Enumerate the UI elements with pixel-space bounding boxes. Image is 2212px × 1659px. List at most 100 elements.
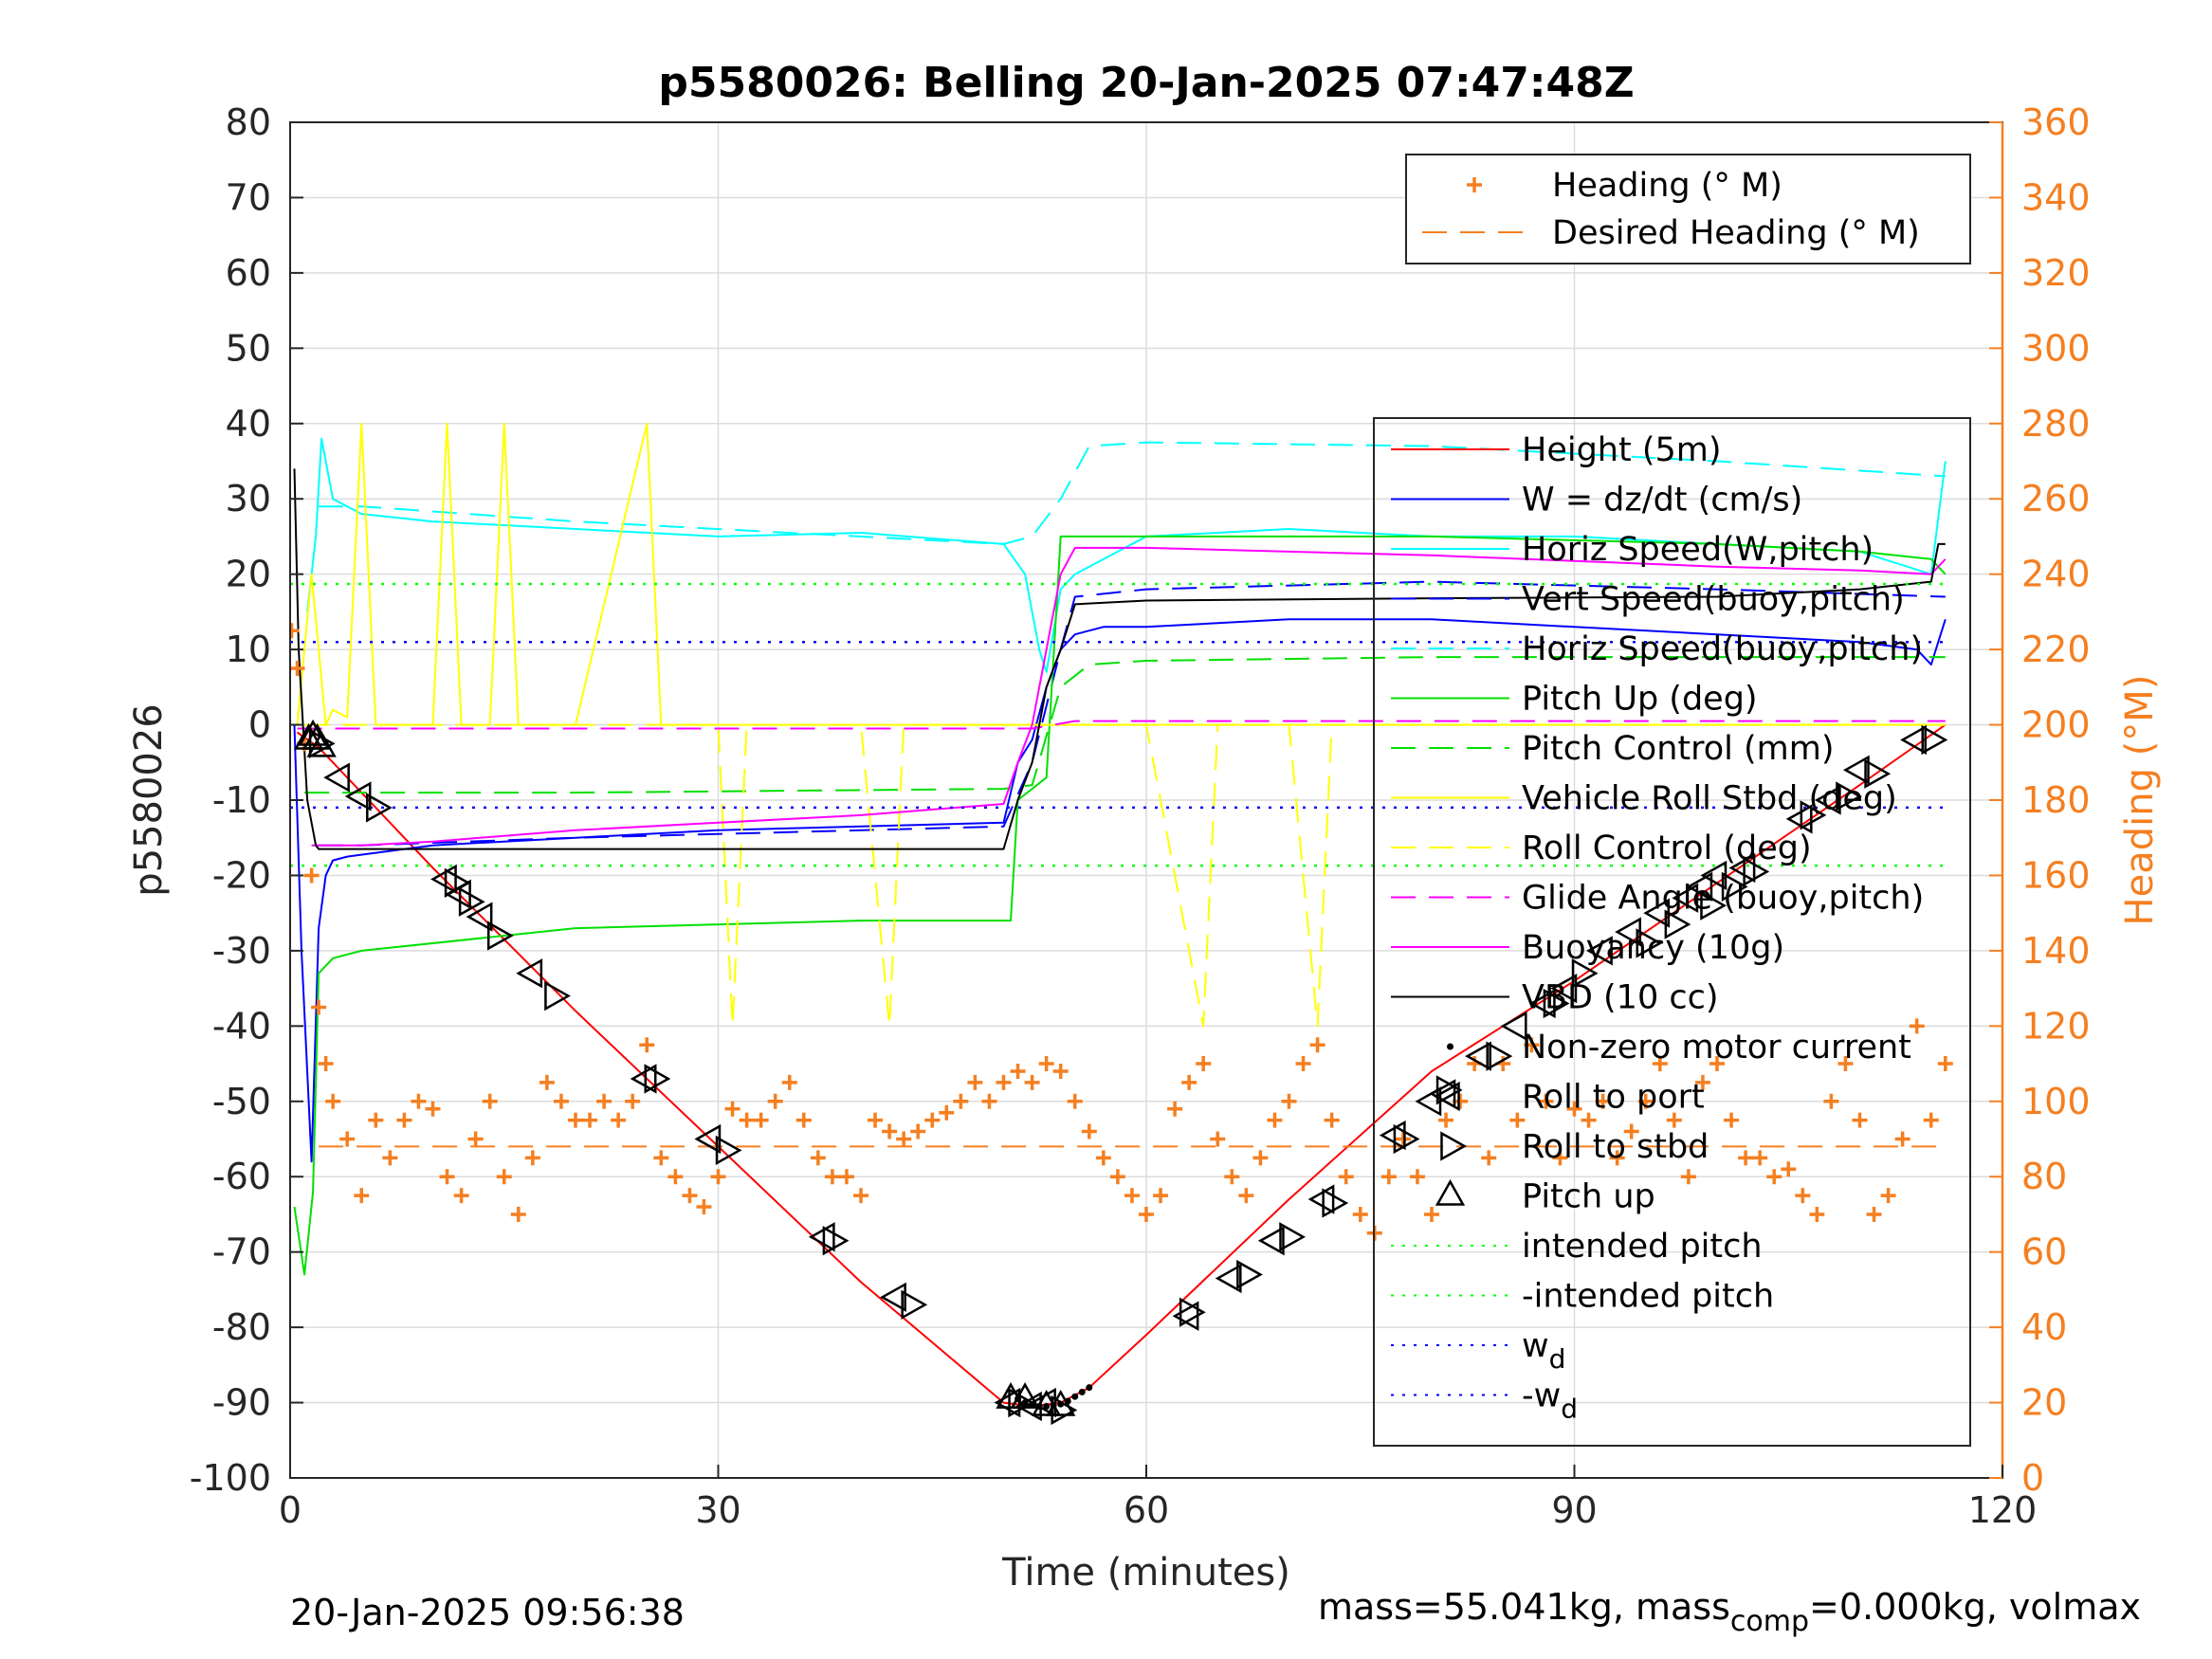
- heading-point: [382, 1150, 398, 1166]
- legend-label: Desired Heading (° M): [1552, 214, 1920, 252]
- motor-current-dot: [1050, 1402, 1057, 1410]
- heading-point: [467, 1131, 484, 1147]
- y-right-tick-label: 160: [2021, 854, 2091, 896]
- tri-left-marker: [1586, 936, 1613, 966]
- legend-label: Non-zero motor current: [1522, 1029, 1911, 1066]
- heading-point: [1167, 1101, 1183, 1117]
- legend-item-non-zero-motor-current: Non-zero motor current: [1447, 1029, 1911, 1066]
- series-w-dz-dt-cm-s: [293, 618, 1947, 1163]
- series-roll-control-deg: [304, 723, 1946, 1028]
- tri-right-marker: [308, 728, 336, 759]
- y-tick-label: 60: [226, 252, 271, 294]
- tri-right-marker: [1836, 781, 1862, 811]
- heading-point: [290, 660, 305, 676]
- heading-point: [553, 1093, 569, 1109]
- heading-point: [1052, 1064, 1069, 1079]
- legend-swatch: [1467, 177, 1482, 192]
- heading-point: [1281, 1093, 1297, 1109]
- heading-point: [303, 867, 320, 884]
- y-right-tick-label: 100: [2021, 1081, 2091, 1122]
- y-tick-label: -50: [212, 1081, 271, 1122]
- legend-label: wd: [1522, 1327, 1565, 1375]
- heading-point: [1153, 1188, 1169, 1204]
- tri-right-marker: [366, 793, 393, 823]
- heading-point: [1010, 1064, 1026, 1079]
- markers-pitch-up: [293, 719, 1076, 1416]
- tri-right-marker: [1322, 1188, 1349, 1218]
- x-tick-label: 120: [1968, 1489, 2038, 1531]
- heading-point: [795, 1112, 812, 1128]
- heading-point: [453, 1188, 469, 1204]
- heading-point: [1424, 1206, 1439, 1222]
- tri-right-marker: [1008, 1387, 1035, 1418]
- y-right-tick-label: 340: [2021, 176, 2091, 218]
- heading-point: [1809, 1206, 1825, 1222]
- heading-point: [1538, 1093, 1554, 1109]
- legend-label: Vehicle Roll Stbd (deg): [1522, 780, 1897, 818]
- legend-label: Pitch Up (deg): [1522, 681, 1758, 719]
- y-right-tick-label: 80: [2021, 1156, 2067, 1197]
- motor-current-dot: [1086, 1384, 1093, 1392]
- heading-point: [510, 1206, 526, 1222]
- legend-label: VBD (10 cc): [1522, 979, 1719, 1017]
- x-axis: 0 30 60 90 120: [279, 1465, 2037, 1531]
- markers-roll-to-stbd: [308, 724, 1948, 1426]
- legend-item-vbd-10-cc: VBD (10 cc): [1391, 979, 1719, 1017]
- legend-label: Height (5m): [1522, 431, 1722, 469]
- heading-point: [439, 1169, 455, 1185]
- y-right-tick-label: 40: [2021, 1306, 2067, 1348]
- heading-point: [290, 623, 300, 639]
- legend-item-w-d: wd: [1391, 1327, 1565, 1375]
- heading-point: [596, 1093, 612, 1109]
- heading-point: [1224, 1169, 1240, 1185]
- series-buoyancy-10g: [311, 546, 1947, 847]
- heading-point: [953, 1093, 969, 1109]
- heading-point: [853, 1188, 868, 1204]
- heading-point: [639, 1037, 655, 1053]
- legend-label: Buoyancy (10g): [1522, 929, 1784, 967]
- motor-current-dot: [1064, 1397, 1071, 1405]
- heading-point: [1595, 1093, 1611, 1109]
- legend-swatch: [1433, 1081, 1460, 1112]
- heading-point: [1067, 1093, 1083, 1109]
- y-axis-right: 3603403203002802602402202001801601401201…: [1989, 101, 2091, 1499]
- heading-point: [568, 1112, 583, 1128]
- y-right-tick-label: 20: [2021, 1382, 2067, 1424]
- tri-right-marker: [1921, 724, 1948, 756]
- tri-left-marker: [808, 1222, 835, 1252]
- y-axis-label: p5580026: [127, 703, 171, 897]
- tri-right-marker: [1179, 1297, 1206, 1327]
- heading-point: [325, 1093, 341, 1109]
- y-tick-label: 20: [226, 554, 271, 595]
- heading-point: [524, 1150, 540, 1166]
- tri-right-marker: [1664, 909, 1691, 939]
- legend-item-heading-m: Heading (° M): [1467, 167, 1782, 205]
- footer-mass: mass=55.041kg, masscomp=0.000kg, volmax: [1318, 1586, 2141, 1638]
- tri-right-marker: [901, 1289, 928, 1320]
- legend-item-height-5m: Height (5m): [1391, 431, 1722, 469]
- heading-point: [910, 1123, 926, 1139]
- heading-point: [1837, 1056, 1854, 1072]
- heading-point: [1766, 1169, 1782, 1185]
- heading-point: [1552, 1150, 1568, 1166]
- tri-right-marker: [1636, 928, 1663, 958]
- series-heading-m: [290, 623, 1953, 1241]
- tri-left-marker: [1814, 785, 1841, 815]
- heading-point: [1024, 1074, 1040, 1090]
- heading-point: [1752, 1150, 1768, 1166]
- y-axis-left: 80 70 60 50 40 30 20 10 0 -10 -20 -30 -40 -50 -60 -70 -8…: [190, 101, 303, 1499]
- tri-right-marker: [1743, 856, 1770, 887]
- y-tick-label: -30: [212, 930, 271, 972]
- legend-item-roll-to-stbd: Roll to stbd: [1440, 1128, 1709, 1166]
- tri-left-marker: [1379, 1120, 1406, 1151]
- heading-point: [1894, 1131, 1910, 1147]
- tri-right-marker: [644, 1064, 671, 1094]
- tri-right-marker: [1435, 1075, 1463, 1105]
- y-right-tick-label: 200: [2021, 704, 2091, 746]
- tri-left-marker: [1842, 755, 1870, 785]
- heading-point: [539, 1074, 555, 1090]
- legend-item-horiz-speed-buoy-pitch: Horiz Speed(buoy,pitch): [1391, 630, 1923, 668]
- heading-point: [1038, 1056, 1054, 1072]
- legend-label: Pitch Control (mm): [1522, 730, 1834, 768]
